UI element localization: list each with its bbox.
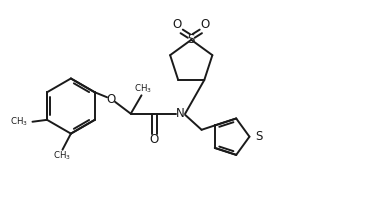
Text: CH$_3$: CH$_3$ xyxy=(53,150,71,162)
Text: CH$_3$: CH$_3$ xyxy=(134,83,152,95)
Text: N: N xyxy=(176,107,185,120)
Text: O: O xyxy=(150,133,159,146)
Text: O: O xyxy=(106,93,116,106)
Text: O: O xyxy=(201,18,210,31)
Text: S: S xyxy=(188,33,195,46)
Text: CH$_3$: CH$_3$ xyxy=(10,115,28,128)
Text: O: O xyxy=(172,18,182,31)
Text: S: S xyxy=(255,130,262,143)
